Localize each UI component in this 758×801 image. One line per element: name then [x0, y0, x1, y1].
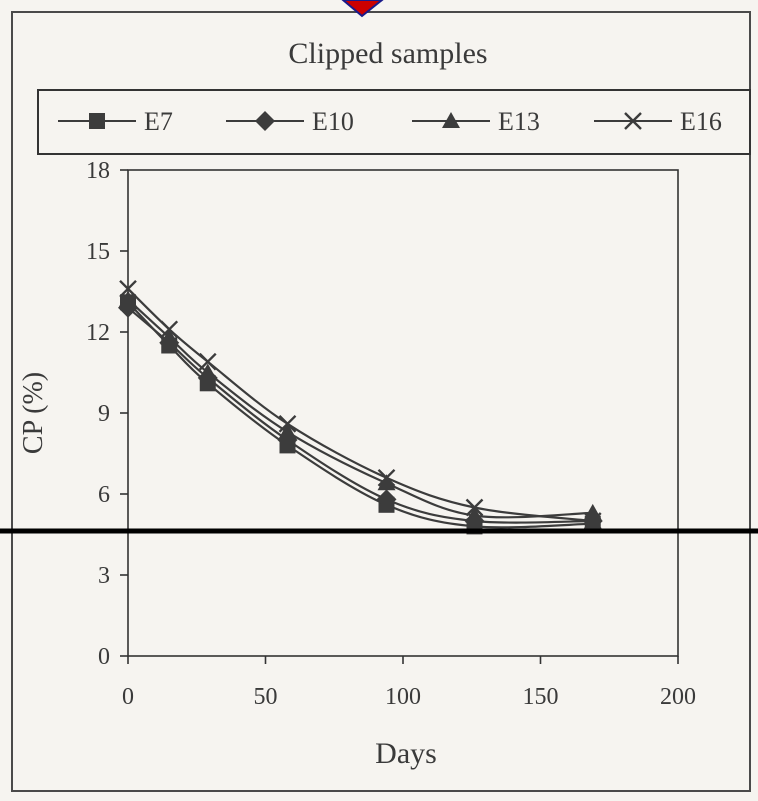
data-point-e16 [160, 320, 179, 339]
top-diamond-marker [341, 0, 384, 18]
x-axis-label: Days [375, 737, 437, 770]
legend-label-e10: E10 [312, 107, 354, 136]
data-point-e16 [465, 498, 484, 517]
data-point-e13 [198, 363, 217, 380]
data-point-e13 [160, 328, 179, 345]
x-tick-label: 150 [523, 684, 559, 710]
legend-marker-e16 [624, 112, 642, 130]
data-point-e13 [119, 290, 137, 307]
legend: E7 E10 E13 E16 [58, 107, 722, 136]
data-point-e16 [278, 414, 297, 433]
y-tick-label: 6 [98, 482, 110, 508]
x-tick-label: 100 [385, 684, 421, 710]
data-point-e13 [377, 474, 396, 491]
y-axis-label: CP (%) [18, 372, 49, 454]
x-tick-label: 200 [660, 684, 696, 710]
series-group [118, 279, 603, 535]
y-tick-label: 12 [86, 320, 110, 346]
series-line-e13 [127, 298, 593, 519]
x-tick-label: 50 [254, 684, 278, 710]
y-tick-label: 0 [98, 644, 110, 670]
data-point-e16 [198, 352, 217, 371]
data-point-e13 [465, 506, 484, 523]
data-point-e10 [376, 489, 397, 510]
data-point-e16 [377, 468, 396, 487]
y-tick-label: 9 [98, 401, 110, 427]
series-line-e7 [127, 301, 593, 529]
data-point-e13 [278, 422, 297, 439]
legend-label-e16: E16 [680, 107, 722, 136]
y-tick-label: 18 [86, 158, 110, 184]
legend-box [37, 89, 751, 155]
data-point-e16 [119, 279, 137, 298]
axes: 0 50 100 150 200 0 3 6 9 12 15 18 [86, 158, 696, 710]
y-tick-label: 15 [86, 239, 110, 265]
legend-marker-e13 [442, 112, 460, 128]
y-tick-label: 3 [98, 563, 110, 589]
legend-marker-e10 [255, 111, 275, 131]
legend-label-e7: E7 [144, 107, 173, 136]
plot-area [127, 169, 679, 657]
chart-title: Clipped samples [288, 37, 487, 70]
series-line-e10 [127, 306, 593, 524]
outer-frame [11, 11, 751, 792]
legend-marker-e7 [89, 113, 105, 129]
legend-label-e13: E13 [498, 107, 540, 136]
x-tick-label: 0 [122, 684, 134, 710]
data-point-e13 [583, 503, 602, 520]
data-point-e16 [583, 512, 602, 530]
